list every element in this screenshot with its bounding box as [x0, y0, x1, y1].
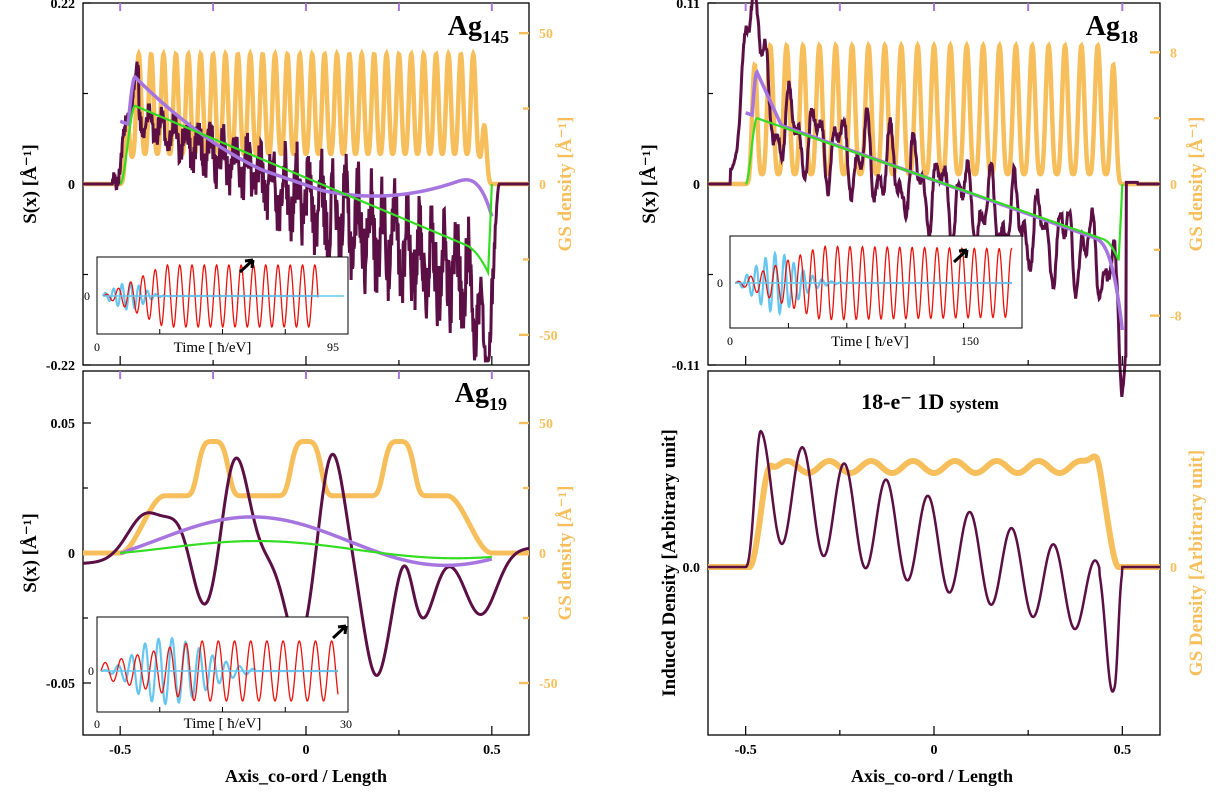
ag18-ylabel: S(x) [Å⁻¹]	[639, 144, 660, 224]
ag18-inset-arrow	[952, 248, 969, 264]
e18-x-tick-label: -0.5	[735, 743, 757, 758]
ag19-linear-line	[120, 539, 492, 560]
ag19-y-tick-label: 0	[68, 547, 75, 562]
title-main: Ag	[448, 11, 482, 42]
e18-induced-density-line	[708, 429, 1160, 693]
ag19-inset-arrow	[331, 624, 348, 640]
ag19-title: Ag19	[455, 378, 507, 414]
ag19-xlabel: Axis_co-ord / Length	[225, 766, 387, 786]
ag18-inset-xtick: 150	[961, 334, 979, 348]
e18-x-tick-label: 0.5	[1114, 743, 1132, 758]
ag19-inset-red-line	[100, 640, 339, 702]
ag19-y-tick-label: -0.05	[46, 677, 75, 692]
ag19-y2label: GS density [Å⁻¹]	[555, 485, 576, 620]
ag18-y2-tick-label: 0	[1170, 178, 1177, 193]
ag19-y-tick-label: 0.05	[51, 417, 76, 432]
title-suffix: system	[950, 394, 999, 413]
title-main: Ag	[1086, 11, 1120, 42]
ag18-inset-red-line	[734, 245, 1013, 321]
e18-title: 18-e⁻ 1D system	[861, 389, 999, 414]
ag19-x-tick-label: -0.5	[109, 743, 131, 758]
ag145-title: Ag145	[448, 11, 509, 47]
ag19-inset-ytick: 0	[88, 664, 94, 678]
ag19-inset-xtick: 30	[340, 717, 352, 731]
e18-y-tick-label: 0.0	[683, 561, 701, 576]
ag145-ylabel: S(x) [Å⁻¹]	[20, 144, 41, 224]
title-main: Ag	[455, 378, 489, 409]
ag18-inset-xtick: 0	[727, 334, 733, 348]
e18-x-tick-label: 0	[931, 743, 938, 758]
title-subscript: 145	[482, 27, 509, 47]
e18-gs-density-line	[708, 453, 1160, 570]
ag19-ylabel: S(x) [Å⁻¹]	[20, 513, 41, 593]
ag19-inset-xtick: 0	[94, 717, 100, 731]
ag18-y2label: GS density [Å⁻¹]	[1186, 116, 1207, 251]
title-main: 18-e⁻ 1D	[861, 389, 950, 414]
ag18-y-tick-label: 0.11	[676, 0, 700, 12]
e18-y2label: GS Density [Arbitrary unit]	[1186, 450, 1207, 676]
ag145-inset-arrow	[238, 258, 255, 274]
ag145-y2label: GS density [Å⁻¹]	[555, 116, 576, 251]
ag19-y2-tick-label: -50	[539, 677, 558, 692]
ag18-inset-ytick: 0	[717, 276, 723, 290]
e18-xlabel: Axis_co-ord / Length	[851, 766, 1013, 786]
ag18-y-tick-label: -0.11	[672, 359, 700, 374]
ag145-inset-red-line	[102, 263, 319, 329]
ag18-S-line	[708, 0, 1160, 398]
e18-frame	[707, 370, 1161, 736]
ag145-y-tick-label: -0.22	[46, 359, 75, 374]
ag18-y-tick-label: 0	[693, 178, 700, 193]
ag18-title: Ag18	[1086, 11, 1138, 47]
ag145-inset-ytick: 0	[84, 289, 90, 303]
ag19-inset-xlabel: Time [ ħ/eV]	[184, 716, 262, 732]
ag18-inset-xlabel: Time [ ħ/eV]	[831, 334, 909, 350]
ag145-drude-line	[119, 74, 494, 217]
ag19-gs-density-line	[83, 438, 529, 556]
ag19-drude-line	[120, 515, 493, 568]
ag19-y2-tick-label: 50	[539, 417, 553, 432]
ag19-x-tick-label: 0.5	[483, 743, 501, 758]
ag145-y2-tick-label: 50	[539, 27, 553, 42]
ag145-y-tick-label: 0	[68, 178, 75, 193]
e18-y2-tick-label: 0	[1170, 561, 1177, 576]
ag145-y-tick-label: 0.22	[51, 0, 76, 12]
ag18-y2-tick-label: -8	[1170, 310, 1182, 325]
ag19-y2-tick-label: 0	[539, 547, 546, 562]
ag145-y2-tick-label: -50	[539, 329, 558, 344]
ag18-gs-density-line	[708, 40, 1160, 187]
ag18-y2-tick-label: 8	[1170, 46, 1177, 61]
ag145-inset-xtick: 95	[327, 340, 339, 354]
e18-ylabel: Induced Density [Arbitrary unit]	[659, 429, 680, 697]
ag145-S-line	[83, 61, 529, 363]
ag18-linear-line	[745, 116, 1124, 261]
ag145-gs-density-line	[83, 48, 529, 187]
ag145-linear-line	[119, 104, 493, 277]
title-subscript: 18	[1120, 27, 1138, 47]
ag145-inset-xtick: 0	[94, 340, 100, 354]
ag19-x-tick-label: 0	[303, 743, 310, 758]
title-subscript: 19	[489, 394, 507, 414]
ag145-inset-xlabel: Time [ ħ/eV]	[174, 340, 252, 356]
ag145-y2-tick-label: 0	[539, 178, 546, 193]
